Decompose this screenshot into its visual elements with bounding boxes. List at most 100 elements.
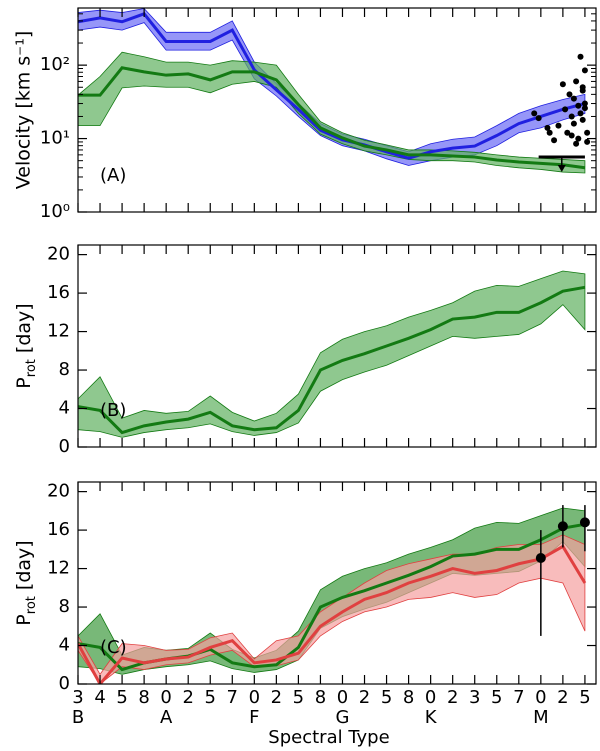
x-tick-label: 8 <box>403 687 414 708</box>
y-axis-label: Prot [day] <box>13 540 40 625</box>
median-line <box>78 285 586 435</box>
point <box>581 105 588 112</box>
class-label: M <box>533 707 549 728</box>
class-label: F <box>249 707 259 728</box>
axes-frame <box>77 481 597 685</box>
class-label: A <box>160 707 173 728</box>
class-label: G <box>336 707 350 728</box>
point <box>570 95 577 102</box>
class-label: B <box>72 707 84 728</box>
x-tick-label: 7 <box>227 687 238 708</box>
axes-frame <box>77 244 597 448</box>
class-label: K <box>425 707 438 728</box>
x-tick-label: 0 <box>160 687 171 708</box>
plot-area <box>78 8 586 174</box>
x-tick-label: 2 <box>271 687 282 708</box>
y-label-unit: [day] <box>13 540 35 590</box>
point <box>573 78 580 85</box>
panel-annotation: (B) <box>100 400 126 421</box>
y-tick-label: 20 <box>47 244 70 265</box>
band <box>78 270 586 438</box>
panel-annotation: (A) <box>100 165 126 186</box>
y-tick-label: 20 <box>47 481 70 502</box>
point <box>562 106 569 113</box>
y-tick-label: 0 <box>59 673 70 694</box>
x-tick-label: 8 <box>138 687 149 708</box>
x-tick-label: 2 <box>182 687 193 708</box>
point <box>535 552 546 563</box>
point <box>581 100 588 107</box>
y-label-main: P <box>13 614 35 625</box>
x-tick-label: 3 <box>469 687 480 708</box>
plot-area <box>78 270 586 438</box>
point <box>584 138 591 145</box>
axes-frame <box>77 7 597 213</box>
y-tick-label: 12 <box>47 321 70 342</box>
x-tick-label: 0 <box>535 687 546 708</box>
y-tick-label: 10² <box>40 54 70 75</box>
x-tick-label: 4 <box>94 687 105 708</box>
point <box>579 517 590 528</box>
y-tick-label: 4 <box>59 398 70 419</box>
arrow-head <box>557 165 566 173</box>
plot-area <box>78 507 587 684</box>
y-tick-label: 10¹ <box>40 128 70 149</box>
x-tick-label: 2 <box>447 687 458 708</box>
point <box>579 84 586 91</box>
point <box>531 110 538 117</box>
x-tick-label: 2 <box>557 687 568 708</box>
point <box>557 521 568 532</box>
y-tick-label: 10⁰ <box>40 201 70 222</box>
median-line <box>78 544 587 684</box>
x-axis-label: Spectral Type <box>268 727 389 748</box>
point <box>559 81 566 88</box>
y-label-unit: [day] <box>13 303 35 353</box>
point <box>566 91 573 98</box>
band <box>78 8 586 166</box>
point <box>584 129 591 136</box>
point <box>568 113 575 120</box>
x-tick-label: 0 <box>337 687 348 708</box>
x-tick-label: 3 <box>72 687 83 708</box>
point <box>573 140 580 147</box>
x-tick-label: 0 <box>249 687 260 708</box>
y-tick-label: 12 <box>47 558 70 579</box>
point <box>555 122 562 129</box>
point <box>570 120 577 127</box>
point <box>568 132 575 139</box>
median-line <box>78 66 586 170</box>
x-tick-label: 5 <box>491 687 502 708</box>
x-tick-label: 5 <box>293 687 304 708</box>
x-tick-label: 5 <box>579 687 590 708</box>
x-tick-label: 5 <box>381 687 392 708</box>
point <box>546 129 553 136</box>
point <box>564 129 571 136</box>
panel-annotation: (C) <box>100 637 127 658</box>
point <box>581 67 588 74</box>
y-label-sub: rot <box>24 596 39 614</box>
x-tick-label: 5 <box>116 687 127 708</box>
y-label-sub: rot <box>24 359 39 377</box>
point <box>544 124 551 131</box>
point <box>535 115 542 122</box>
panel: 10⁰ 10¹ 10² (A) Velocity [km s⁻¹] <box>13 7 597 222</box>
y-axis-label: Velocity [km s⁻¹] <box>13 31 35 190</box>
y-tick-label: 16 <box>47 519 70 540</box>
point <box>577 110 584 117</box>
y-tick-label: 16 <box>47 282 70 303</box>
x-tick-label: 7 <box>513 687 524 708</box>
y-tick-label: 8 <box>59 359 70 380</box>
point <box>575 135 582 142</box>
x-tick-label: 8 <box>315 687 326 708</box>
x-tick-label: 5 <box>205 687 216 708</box>
point <box>575 102 582 109</box>
band <box>78 534 586 684</box>
x-tick-label: 0 <box>425 687 436 708</box>
point <box>551 137 558 144</box>
point <box>579 116 586 123</box>
band <box>78 51 586 174</box>
point <box>577 53 584 60</box>
y-axis-label: Prot [day] <box>13 303 40 388</box>
